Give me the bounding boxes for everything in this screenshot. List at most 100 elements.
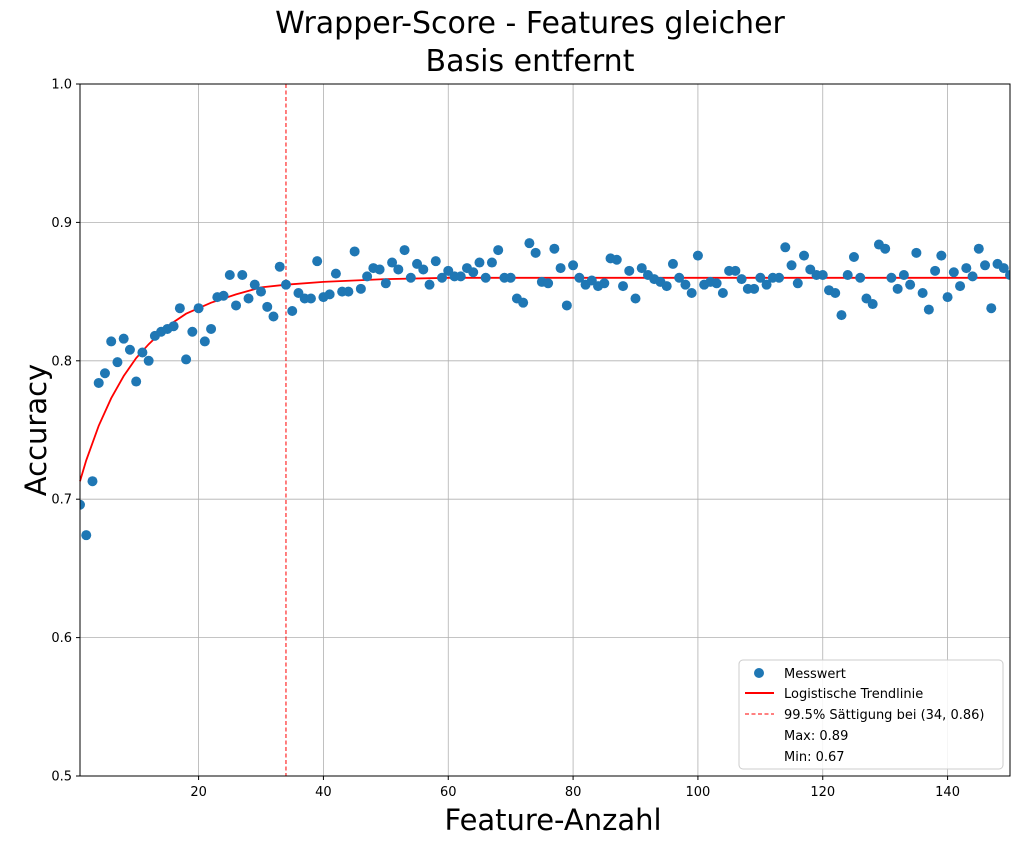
data-point xyxy=(930,265,941,276)
y-tick-label: 1.0 xyxy=(51,78,72,93)
data-point xyxy=(330,268,341,279)
x-tick-label: 40 xyxy=(315,785,332,800)
data-point xyxy=(599,278,610,289)
data-point xyxy=(262,301,273,312)
data-point xyxy=(973,243,984,254)
data-point xyxy=(224,269,235,280)
data-point xyxy=(287,305,298,316)
data-point xyxy=(855,272,866,283)
data-point xyxy=(911,247,922,258)
data-point xyxy=(480,272,491,283)
data-point xyxy=(380,278,391,289)
data-point xyxy=(143,355,154,366)
data-point xyxy=(892,283,903,294)
data-point xyxy=(961,263,972,274)
y-tick-label: 0.6 xyxy=(51,631,72,646)
data-point xyxy=(561,300,572,311)
data-point xyxy=(305,293,316,304)
x-tick-label: 20 xyxy=(190,785,207,800)
plot-frame xyxy=(79,83,1011,777)
data-point xyxy=(948,267,959,278)
x-axis-label: Feature-Anzahl xyxy=(444,803,661,837)
data-point xyxy=(87,476,98,487)
data-point xyxy=(349,246,360,257)
chart-title-line-2: Basis entfernt xyxy=(426,44,635,79)
data-point xyxy=(486,257,497,268)
data-point xyxy=(280,279,291,290)
data-point xyxy=(711,278,722,289)
data-point xyxy=(399,245,410,256)
x-tick-label: 60 xyxy=(440,785,457,800)
data-point xyxy=(736,274,747,285)
data-point xyxy=(967,271,978,282)
data-point xyxy=(80,499,85,510)
data-point xyxy=(474,257,485,268)
data-point xyxy=(886,272,897,283)
legend-marker-points xyxy=(754,668,764,678)
data-point xyxy=(505,272,516,283)
data-point xyxy=(249,279,260,290)
chart-title-line-1: Wrapper-Score - Features gleicher xyxy=(275,6,785,41)
data-point xyxy=(81,530,92,541)
x-tick-label: 140 xyxy=(935,785,960,800)
data-point xyxy=(343,286,354,297)
data-point xyxy=(636,263,647,274)
data-point xyxy=(830,287,841,298)
data-point xyxy=(174,303,185,314)
data-point xyxy=(792,278,803,289)
data-point xyxy=(998,263,1009,274)
data-point xyxy=(730,265,741,276)
data-point xyxy=(761,279,772,290)
data-point xyxy=(717,287,728,298)
data-point xyxy=(324,289,335,300)
data-point xyxy=(836,310,847,321)
legend-label-trend: Logistische Trendlinie xyxy=(784,687,923,702)
data-point xyxy=(680,279,691,290)
data-point xyxy=(124,344,135,355)
data-point xyxy=(231,300,242,311)
data-point xyxy=(387,257,398,268)
data-point xyxy=(518,297,529,308)
data-point xyxy=(430,256,441,267)
y-tick-label: 0.5 xyxy=(51,770,72,785)
data-point xyxy=(799,250,810,261)
data-point xyxy=(980,260,991,271)
data-point xyxy=(780,242,791,253)
data-point xyxy=(405,272,416,283)
data-point xyxy=(374,264,385,275)
data-point xyxy=(237,269,248,280)
legend-label-points: Messwert xyxy=(784,667,846,682)
data-point xyxy=(749,283,760,294)
data-point xyxy=(524,238,535,249)
data-point xyxy=(574,272,585,283)
legend: Messwert Logistische Trendlinie 99.5% Sä… xyxy=(738,659,1004,770)
data-point xyxy=(424,279,435,290)
data-point xyxy=(243,293,254,304)
data-point xyxy=(312,256,323,267)
data-point xyxy=(942,292,953,303)
data-point xyxy=(686,287,697,298)
data-point xyxy=(955,281,966,292)
data-point xyxy=(936,250,947,261)
legend-label-max: Max: 0.89 xyxy=(784,729,848,744)
data-point xyxy=(630,293,641,304)
data-point xyxy=(986,303,997,314)
data-point xyxy=(674,272,685,283)
data-point xyxy=(611,254,622,265)
data-point xyxy=(549,243,560,254)
data-point xyxy=(917,287,928,298)
data-point xyxy=(168,321,179,332)
data-point xyxy=(468,267,479,278)
data-point xyxy=(493,245,504,256)
data-point xyxy=(692,250,703,261)
x-tick-label: 100 xyxy=(686,785,711,800)
data-point xyxy=(755,272,766,283)
data-point xyxy=(93,377,104,388)
x-tick-label: 120 xyxy=(810,785,835,800)
data-point xyxy=(543,278,554,289)
data-point xyxy=(393,264,404,275)
data-point xyxy=(355,283,366,294)
data-point xyxy=(256,286,267,297)
data-point xyxy=(362,271,373,282)
